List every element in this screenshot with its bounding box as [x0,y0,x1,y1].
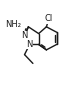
Text: NH₂: NH₂ [5,20,21,29]
Text: N: N [26,40,33,49]
Text: Cl: Cl [45,14,53,23]
Text: N: N [21,31,28,40]
